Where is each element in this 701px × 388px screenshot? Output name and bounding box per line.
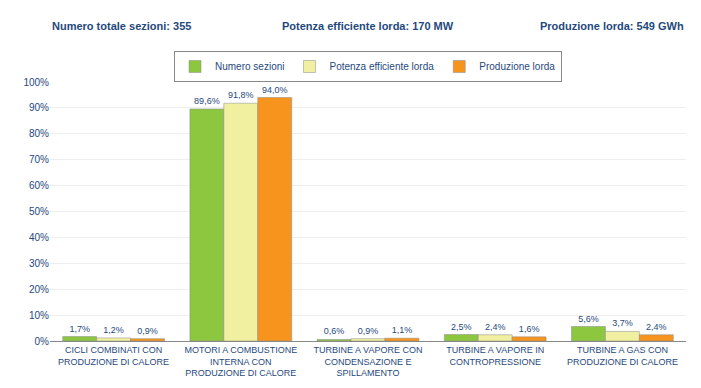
svg-text:Numero totale sezioni: 355: Numero totale sezioni: 355 xyxy=(52,20,191,32)
svg-text:0%: 0% xyxy=(35,336,50,347)
svg-text:91,8%: 91,8% xyxy=(228,90,254,100)
svg-text:Potenza efficiente lorda: 170: Potenza efficiente lorda: 170 MW xyxy=(282,20,454,32)
svg-text:100%: 100% xyxy=(23,77,49,88)
svg-text:TURBINE A VAPORE CONCONDENSAZI: TURBINE A VAPORE CONCONDENSAZIONE ESPILL… xyxy=(314,345,423,378)
svg-text:20%: 20% xyxy=(29,284,49,295)
svg-text:0,9%: 0,9% xyxy=(137,326,158,336)
svg-text:60%: 60% xyxy=(29,180,49,191)
svg-text:1,2%: 1,2% xyxy=(103,325,124,335)
svg-text:2,5%: 2,5% xyxy=(451,322,472,332)
svg-text:2,4%: 2,4% xyxy=(485,322,506,332)
svg-text:40%: 40% xyxy=(29,232,49,243)
svg-text:MOTORI A COMBUSTIONEINTERNA CO: MOTORI A COMBUSTIONEINTERNA CONPRODUZION… xyxy=(184,345,297,378)
svg-text:89,6%: 89,6% xyxy=(194,96,220,106)
svg-text:3,7%: 3,7% xyxy=(612,318,633,328)
svg-text:0,6%: 0,6% xyxy=(324,326,345,336)
svg-text:30%: 30% xyxy=(29,258,49,269)
svg-text:Numero sezioni: Numero sezioni xyxy=(215,61,284,72)
svg-text:1,7%: 1,7% xyxy=(69,324,90,334)
svg-text:70%: 70% xyxy=(29,154,49,165)
svg-text:50%: 50% xyxy=(29,206,49,217)
svg-text:CICLI COMBINATI CONPRODUZIONE: CICLI COMBINATI CONPRODUZIONE DI CALORE xyxy=(58,345,169,367)
svg-text:Potenza efficiente lorda: Potenza efficiente lorda xyxy=(329,61,434,72)
svg-text:0,9%: 0,9% xyxy=(358,326,379,336)
svg-text:10%: 10% xyxy=(29,310,49,321)
svg-text:90%: 90% xyxy=(29,102,49,113)
svg-text:80%: 80% xyxy=(29,128,49,139)
svg-text:Produzione lorda: Produzione lorda xyxy=(479,61,555,72)
svg-text:2,4%: 2,4% xyxy=(646,322,667,332)
svg-text:5,6%: 5,6% xyxy=(578,314,599,324)
svg-text:1,1%: 1,1% xyxy=(392,325,413,335)
svg-text:94,0%: 94,0% xyxy=(262,85,288,95)
svg-text:TURBINE A VAPORE INCONTROPRESS: TURBINE A VAPORE INCONTROPRESSIONE xyxy=(446,345,544,367)
svg-text:Produzione lorda: 549 GWh: Produzione lorda: 549 GWh xyxy=(540,20,684,32)
svg-text:1,6%: 1,6% xyxy=(519,324,540,334)
svg-text:TURBINE A GAS CONPRODUZIONE DI: TURBINE A GAS CONPRODUZIONE DI CALORE xyxy=(567,345,678,367)
